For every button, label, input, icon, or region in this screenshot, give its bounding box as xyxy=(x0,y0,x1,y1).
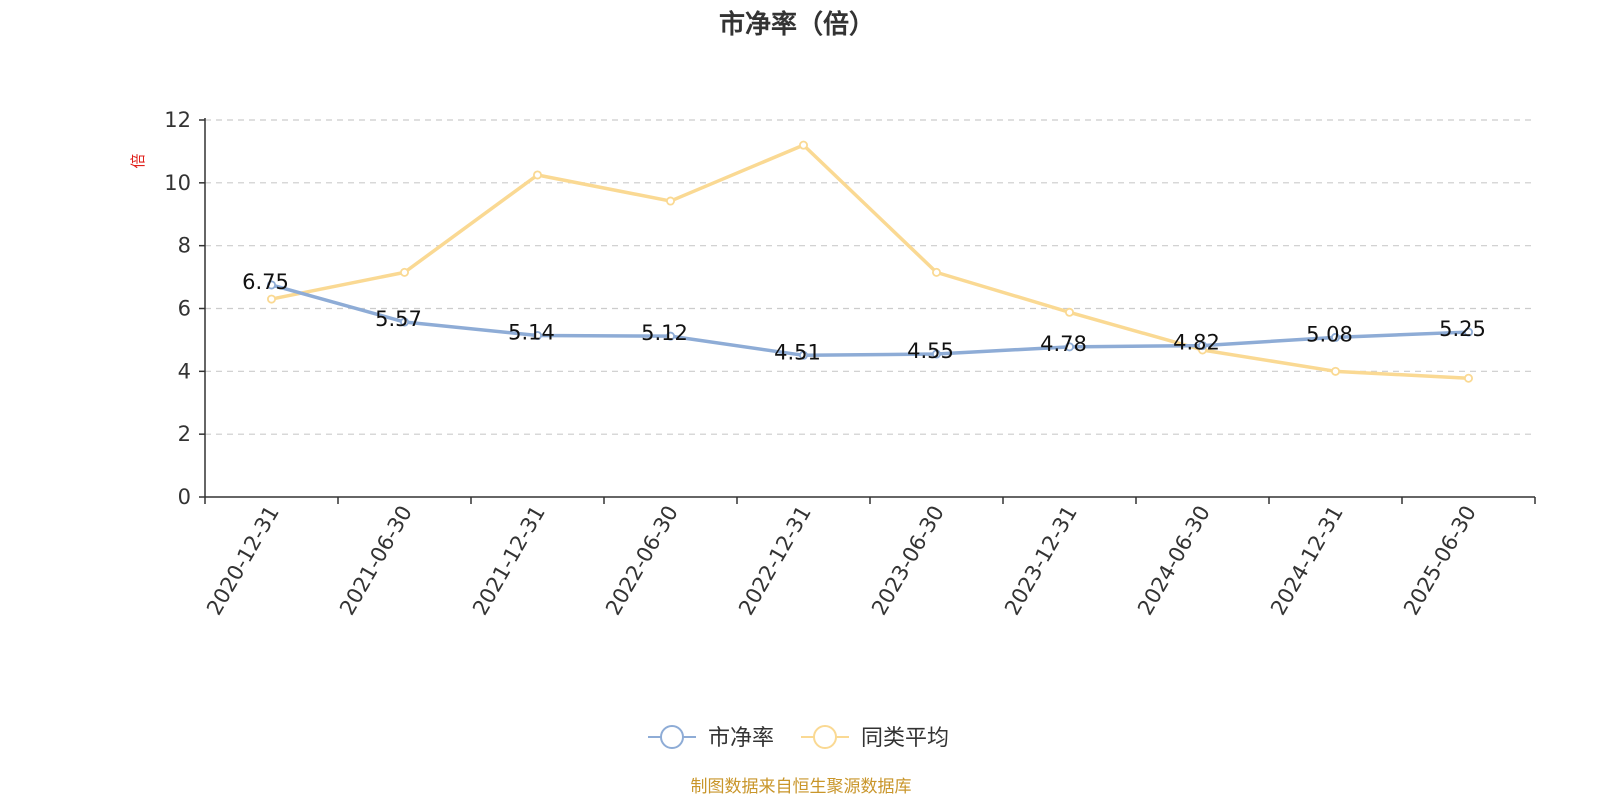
series-同类平均 xyxy=(266,140,1474,383)
data-point[interactable] xyxy=(799,140,809,150)
data-label: 4.51 xyxy=(774,340,821,364)
x-tick-label: 2023-06-30 xyxy=(867,502,949,620)
data-point[interactable] xyxy=(1331,366,1341,376)
y-tick-label: 2 xyxy=(178,422,191,446)
x-tick-label: 2023-12-31 xyxy=(1000,502,1082,620)
data-point[interactable] xyxy=(266,280,276,290)
data-labels: 6.75 5.57 5.14 5.12 4.51 4.55 4.78 4.82 5.08 5.25 xyxy=(242,270,1486,364)
data-label: 4.78 xyxy=(1040,332,1087,356)
data-point[interactable] xyxy=(266,294,276,304)
grid-lines xyxy=(205,119,1535,435)
y-tick-label: 4 xyxy=(178,359,191,383)
data-point[interactable] xyxy=(399,317,409,327)
series-layer xyxy=(266,140,1474,383)
data-label: 4.82 xyxy=(1173,331,1220,355)
legend-label: 同类平均 xyxy=(861,726,949,751)
data-point[interactable] xyxy=(1464,327,1474,337)
data-point[interactable] xyxy=(1198,341,1208,351)
legend-item-市净率[interactable]: 市净率 xyxy=(648,725,774,751)
data-point[interactable] xyxy=(932,267,942,277)
data-label: 5.25 xyxy=(1439,317,1486,341)
x-tick-label: 2025-06-30 xyxy=(1399,502,1481,620)
x-tick-label: 2024-06-30 xyxy=(1133,502,1215,620)
data-point[interactable] xyxy=(1065,307,1075,317)
data-label: 5.14 xyxy=(508,321,555,345)
y-tick-label: 12 xyxy=(164,108,191,132)
y-tick-label: 8 xyxy=(178,234,191,258)
data-label: 4.55 xyxy=(907,339,954,363)
legend-item-同类平均[interactable]: 同类平均 xyxy=(801,725,949,751)
x-tick-label: 2021-12-31 xyxy=(468,502,550,620)
legend-label: 市净率 xyxy=(708,726,774,751)
x-tick-label: 2022-12-31 xyxy=(734,502,816,620)
data-point[interactable] xyxy=(399,267,409,277)
data-point[interactable] xyxy=(932,349,942,359)
data-point[interactable] xyxy=(799,350,809,360)
x-tick-label: 2020-12-31 xyxy=(202,502,284,620)
y-tick-label: 10 xyxy=(164,171,191,195)
data-label: 5.12 xyxy=(641,321,688,345)
data-point[interactable] xyxy=(1464,373,1474,383)
y-axis-unit: 倍 xyxy=(129,153,147,168)
y-tick-label: 6 xyxy=(178,297,191,321)
data-point[interactable] xyxy=(533,170,543,180)
data-point[interactable] xyxy=(1331,332,1341,342)
source-note: 制图数据来自恒生聚源数据库 xyxy=(691,777,912,797)
chart-title: 市净率（倍） xyxy=(719,9,875,40)
series-line xyxy=(269,283,1471,358)
data-label: 5.08 xyxy=(1306,322,1353,346)
data-point[interactable] xyxy=(666,196,676,206)
legend-marker xyxy=(660,725,684,749)
data-point[interactable] xyxy=(533,331,543,341)
data-point[interactable] xyxy=(666,331,676,341)
x-tick-label: 2022-06-30 xyxy=(601,502,683,620)
axes: 0 2 4 6 8 10 12 2020-12-31 2021-06-30 2021-12-31 2… xyxy=(164,108,1536,620)
x-tick-label: 2024-12-31 xyxy=(1266,502,1348,620)
series-市净率 xyxy=(266,280,1474,360)
data-label: 6.75 xyxy=(242,270,289,294)
legend[interactable]: 市净率 同类平均 xyxy=(648,725,949,751)
data-point[interactable] xyxy=(1065,342,1075,352)
y-tick-label: 0 xyxy=(178,485,191,509)
data-label: 5.57 xyxy=(375,307,422,331)
x-tick-label: 2021-06-30 xyxy=(335,502,417,620)
legend-marker xyxy=(813,725,837,749)
series-line xyxy=(269,143,1471,380)
